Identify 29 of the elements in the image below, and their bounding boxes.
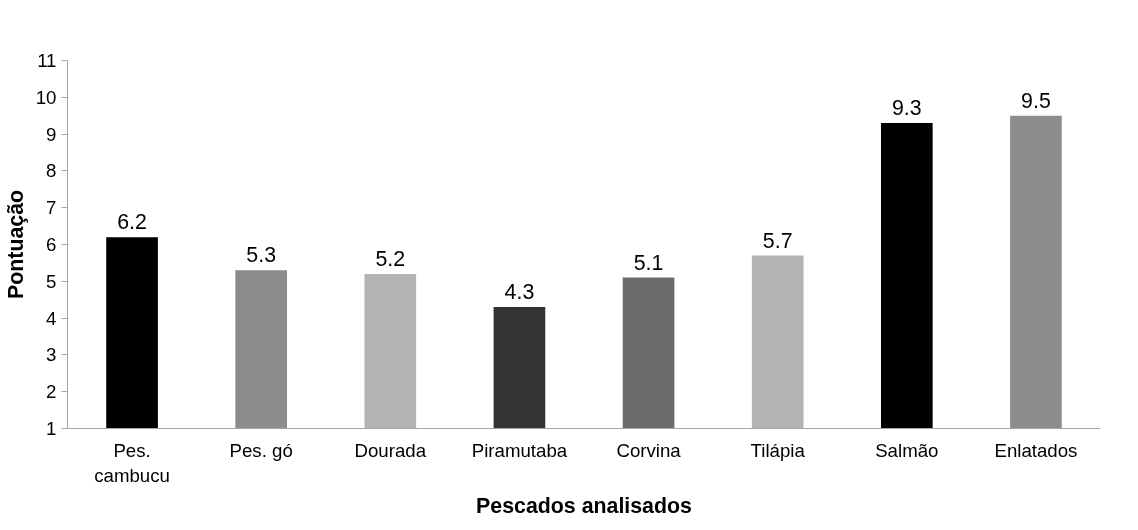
data-label: 5.3 — [246, 243, 277, 268]
x-tick-label: Pes. gó — [229, 439, 293, 461]
y-tick-label: 11 — [37, 50, 57, 71]
x-tick-label: Enlatados — [994, 439, 1078, 461]
y-tick-label: 8 — [46, 160, 57, 182]
x-axis-title: Pescados analisados — [476, 493, 692, 518]
y-axis-title: Pontuação — [3, 189, 28, 300]
y-tick-label: 6 — [46, 234, 57, 255]
y-tick-label: 10 — [35, 86, 57, 108]
data-label: 5.7 — [762, 228, 793, 253]
y-tick-label: 1 — [46, 418, 57, 439]
data-label: 9.5 — [1021, 88, 1051, 113]
y-tick-label: 9 — [46, 123, 57, 145]
x-tick-label: Tilápia — [750, 439, 806, 461]
x-tick-label: Dourada — [354, 439, 427, 461]
data-label: 6.2 — [117, 210, 147, 235]
y-tick-label: 7 — [46, 197, 57, 219]
y-tick-label: 3 — [46, 344, 57, 366]
x-tick-label: Pes. cambucu — [94, 439, 170, 486]
data-label: 4.3 — [504, 280, 535, 305]
y-tick-label: 2 — [46, 381, 57, 403]
data-label: 5.2 — [375, 246, 406, 271]
y-tick-label: 4 — [46, 307, 57, 329]
data-label: 5.1 — [633, 250, 664, 275]
x-tick-label: Corvina — [616, 439, 682, 461]
x-tick-label: Salmão — [875, 439, 939, 461]
x-tick-label: Piramutaba — [471, 439, 568, 461]
y-tick-label: 5 — [46, 270, 57, 292]
data-label: 9.3 — [891, 96, 922, 121]
